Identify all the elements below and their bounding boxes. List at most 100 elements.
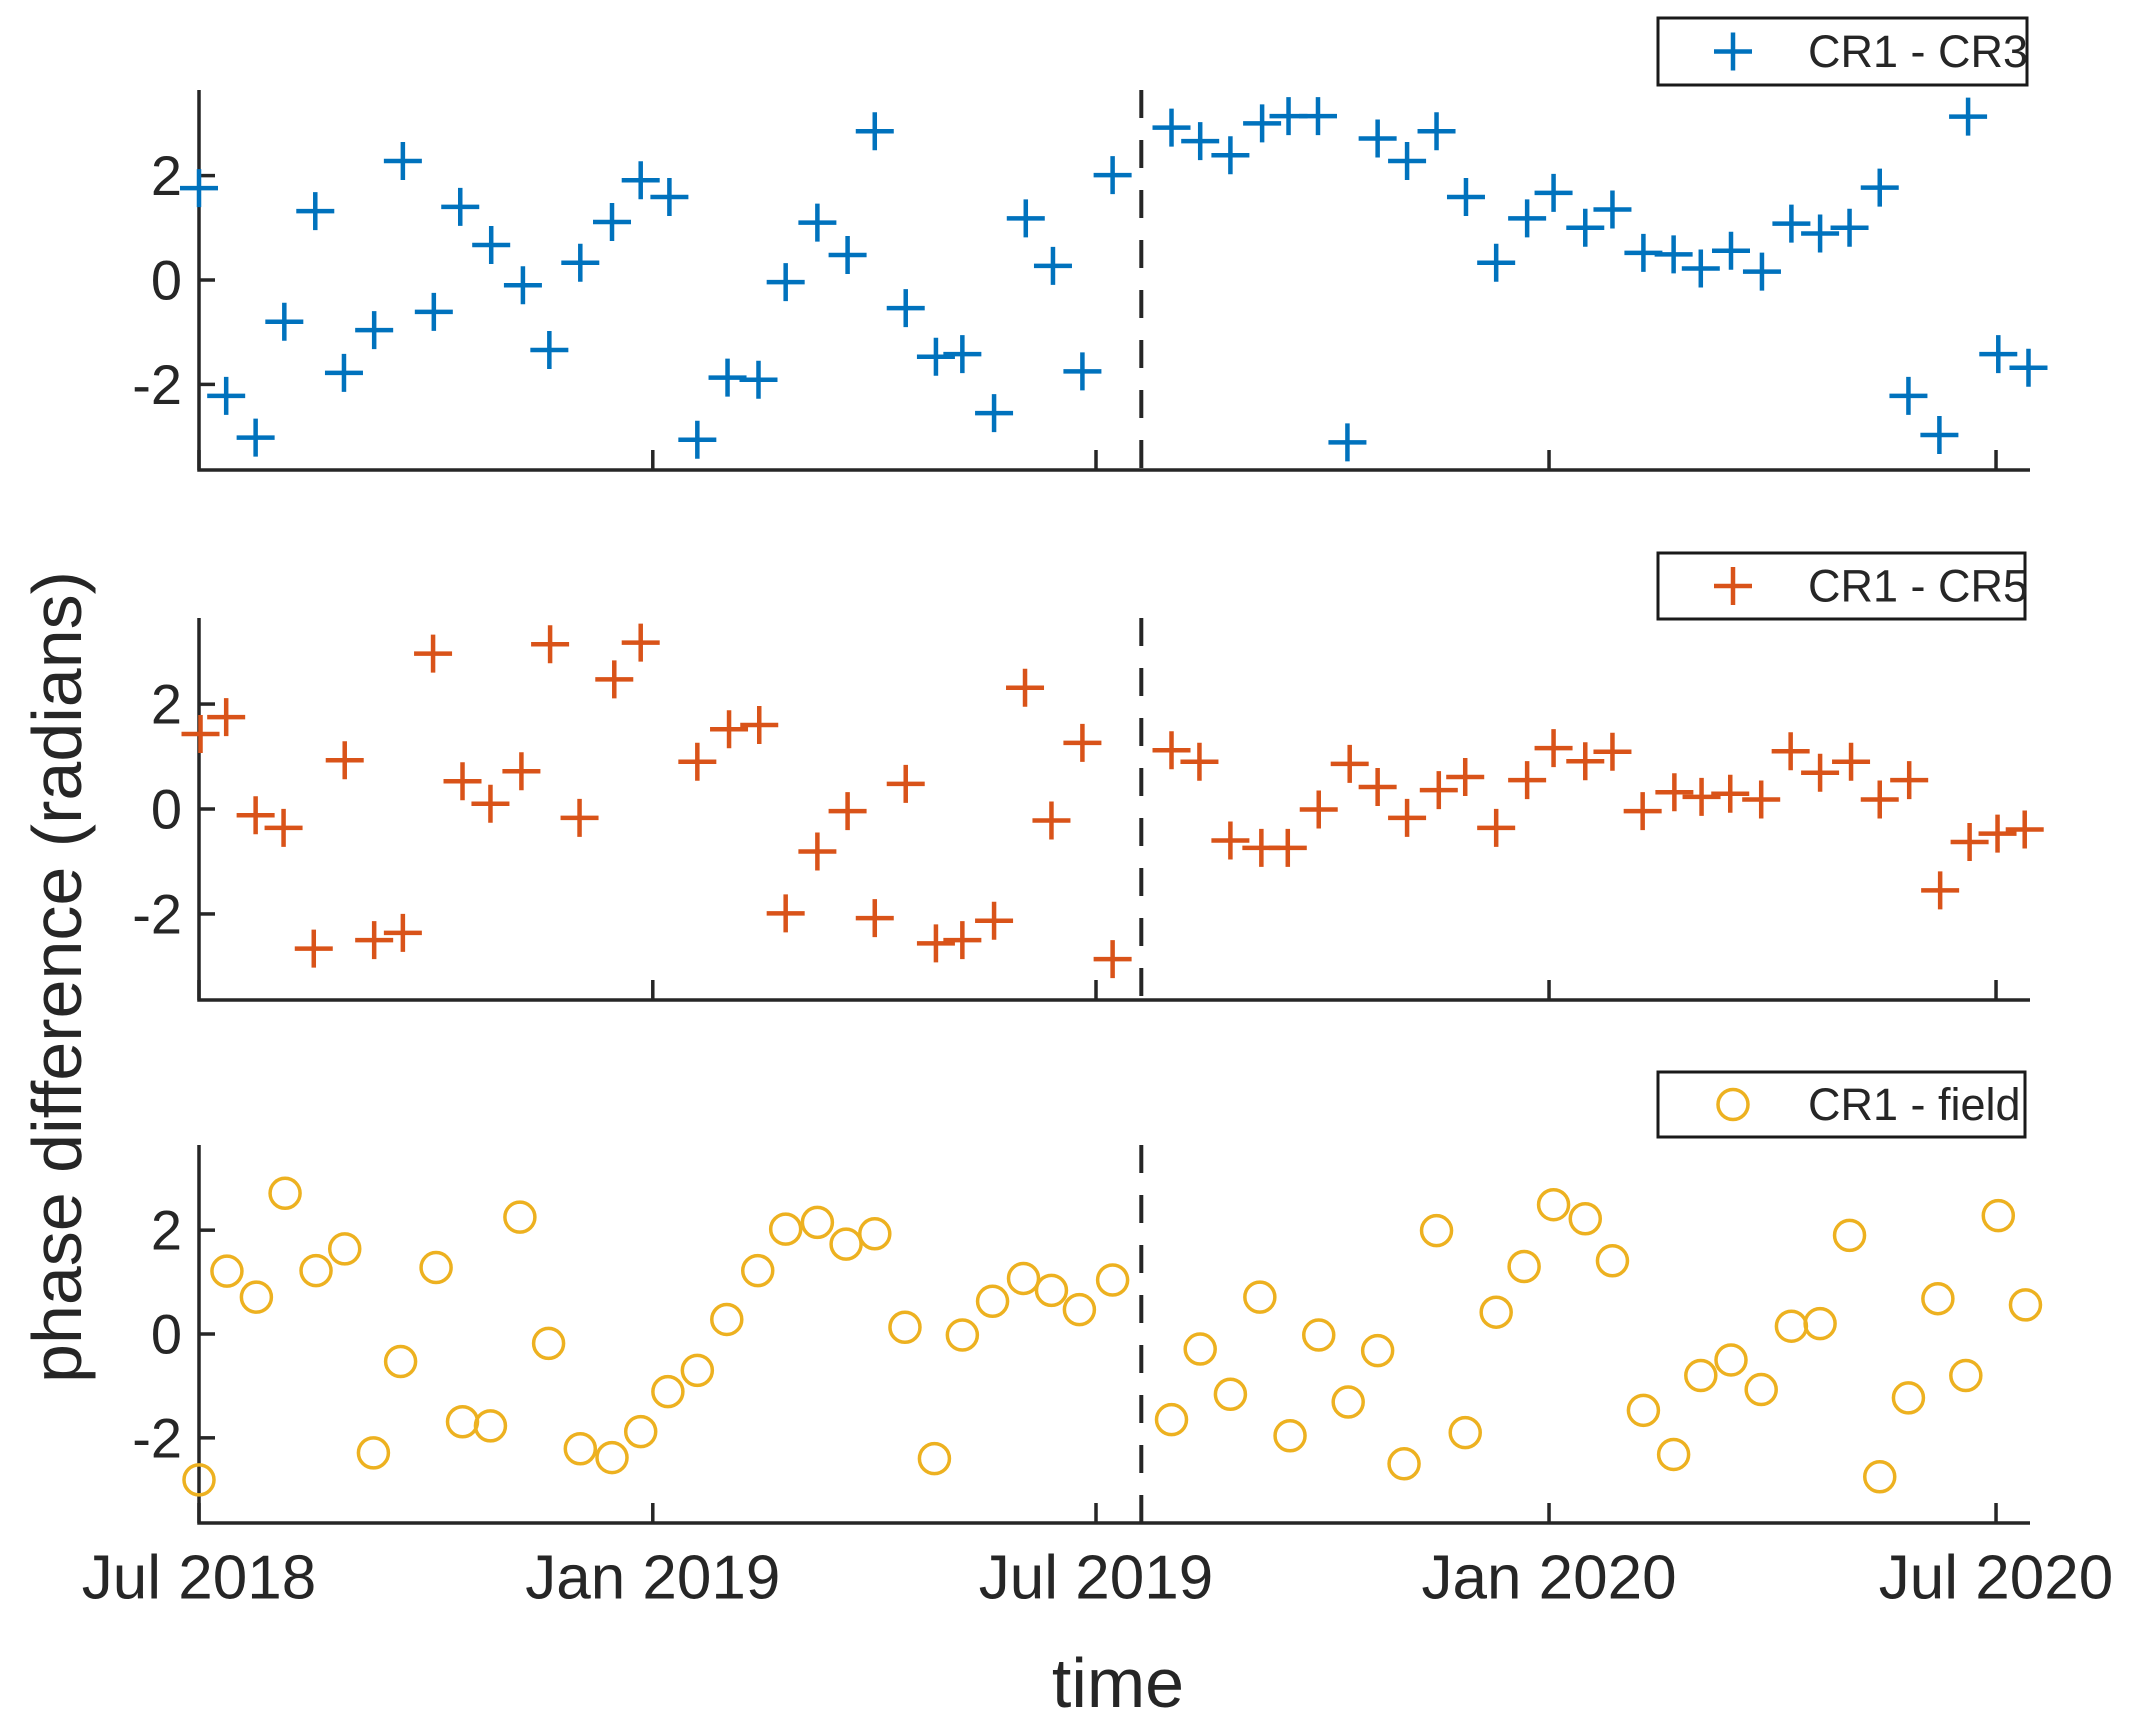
plus-marker-icon	[1298, 97, 1337, 136]
plus-marker-icon	[1920, 416, 1959, 455]
plus-marker-icon	[383, 141, 422, 180]
plus-marker-icon	[324, 353, 363, 392]
plus-marker-icon	[1330, 744, 1369, 783]
plus-marker-icon	[1446, 757, 1485, 796]
circle-marker-icon	[768, 1212, 803, 1246]
plus-marker-icon	[325, 741, 364, 780]
y-tick-label: -2	[132, 1406, 182, 1469]
plus-marker-icon	[236, 796, 275, 835]
x-tick-label: Jan 2019	[525, 1544, 780, 1613]
plus-marker-icon	[560, 798, 599, 837]
circle-marker-icon	[1301, 1318, 1336, 1352]
series-cr1-field	[182, 1176, 2043, 1497]
circle-marker-icon	[858, 1217, 892, 1251]
plus-marker-icon	[1388, 141, 1427, 180]
plus-marker-icon	[1714, 567, 1752, 605]
circle-marker-icon	[531, 1326, 566, 1361]
circle-marker-icon	[800, 1205, 835, 1240]
circle-marker-icon	[210, 1254, 244, 1288]
circle-marker-icon	[1479, 1295, 1513, 1329]
circle-marker-icon	[473, 1409, 508, 1443]
plus-marker-icon	[1388, 798, 1427, 837]
plus-marker-icon	[1033, 246, 1072, 285]
plus-marker-icon	[1712, 231, 1750, 270]
legend-label: CR1 - CR3	[1808, 26, 2028, 77]
plus-marker-icon	[1978, 814, 2017, 853]
plus-marker-icon	[1477, 243, 1516, 282]
circle-marker-icon	[595, 1440, 629, 1475]
plus-marker-icon	[1328, 423, 1367, 462]
plus-marker-icon	[739, 360, 778, 399]
y-tick-label: 2	[151, 673, 182, 736]
plus-marker-icon	[916, 337, 955, 376]
circle-marker-icon	[1714, 1343, 1748, 1377]
circle-marker-icon	[710, 1302, 744, 1337]
circle-marker-icon	[1568, 1201, 1603, 1236]
plus-marker-icon	[1801, 753, 1840, 792]
plus-marker-icon	[1063, 352, 1102, 391]
circle-marker-icon	[740, 1253, 775, 1288]
plus-marker-icon	[1830, 208, 1869, 247]
plus-marker-icon	[650, 178, 689, 217]
plus-marker-icon	[1508, 199, 1547, 238]
circle-marker-icon	[1273, 1419, 1307, 1453]
plus-marker-icon	[414, 634, 453, 673]
plus-marker-icon	[798, 832, 837, 871]
plus-marker-icon	[1508, 761, 1547, 800]
legend-cr1-field: CR1 - field	[1656, 1070, 2027, 1139]
plus-marker-icon	[561, 243, 600, 282]
circle-marker-icon	[445, 1405, 480, 1439]
circle-marker-icon	[1154, 1402, 1189, 1437]
circle-marker-icon	[1034, 1273, 1069, 1308]
x-axis-label: time	[1051, 1644, 1185, 1722]
x-tick-label: Jul 2020	[1879, 1544, 2113, 1613]
plus-marker-icon	[621, 161, 660, 200]
series-cr1-cr3	[180, 97, 2048, 462]
circle-marker-icon	[1981, 1198, 2016, 1233]
circle-marker-icon	[1360, 1333, 1395, 1368]
plus-marker-icon	[441, 187, 480, 226]
plus-marker-icon	[1742, 780, 1781, 819]
plus-marker-icon	[355, 311, 394, 350]
plus-marker-icon	[855, 899, 894, 938]
plus-marker-icon	[1299, 790, 1338, 829]
plus-marker-icon	[678, 420, 717, 459]
plus-marker-icon	[1063, 723, 1102, 762]
x-tick-label: Jul 2018	[82, 1544, 316, 1613]
plus-marker-icon	[828, 792, 867, 831]
plus-marker-icon	[1093, 940, 1132, 979]
plus-marker-icon	[828, 235, 867, 274]
circle-marker-icon	[1744, 1372, 1778, 1407]
x-tick-label: Jul 2019	[979, 1544, 1213, 1613]
plus-marker-icon	[1682, 777, 1721, 816]
plus-marker-icon	[1419, 771, 1458, 810]
plus-marker-icon	[1211, 821, 1250, 860]
series-cr1-cr5	[181, 623, 2044, 979]
legend-cr1-cr3: CR1 - CR3	[1656, 16, 2029, 87]
plus-marker-icon	[207, 698, 246, 737]
plus-marker-icon	[355, 921, 394, 960]
plus-marker-icon	[1093, 156, 1132, 195]
plus-marker-icon	[1534, 173, 1573, 212]
circle-marker-icon	[268, 1176, 302, 1211]
circle-marker-icon	[383, 1344, 418, 1379]
circle-marker-icon	[1716, 1087, 1750, 1122]
circle-marker-icon	[1243, 1280, 1277, 1314]
circle-marker-icon	[2008, 1288, 2043, 1322]
plus-marker-icon	[1921, 871, 1960, 910]
plus-marker-icon	[1181, 122, 1220, 161]
plus-marker-icon	[1152, 731, 1191, 770]
circle-marker-icon	[1062, 1292, 1097, 1327]
plus-marker-icon	[1890, 761, 1929, 800]
circle-marker-icon	[327, 1232, 362, 1266]
circle-marker-icon	[1213, 1377, 1248, 1411]
circle-marker-icon	[888, 1310, 922, 1344]
plus-marker-icon	[1152, 108, 1191, 147]
plus-marker-icon	[296, 192, 335, 231]
plus-marker-icon	[1950, 823, 1989, 862]
plus-marker-icon	[593, 203, 632, 242]
circle-marker-icon	[1387, 1447, 1421, 1481]
plus-marker-icon	[1654, 235, 1693, 274]
plus-marker-icon	[1006, 668, 1045, 707]
